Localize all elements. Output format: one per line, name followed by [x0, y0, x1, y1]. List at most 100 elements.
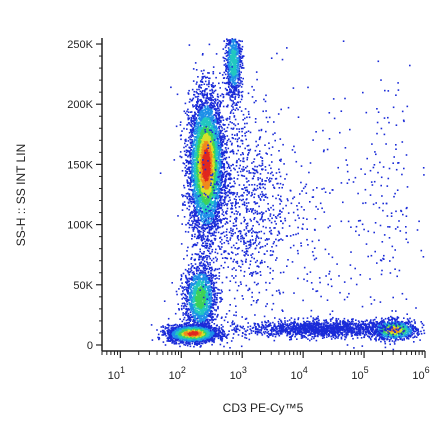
event-point: [192, 134, 194, 137]
event-point: [225, 93, 228, 96]
event-point: [193, 123, 195, 126]
event-point: [193, 172, 196, 175]
event-point: [202, 77, 204, 79]
event-point: [194, 96, 197, 98]
event-point: [207, 172, 210, 174]
event-point: [200, 235, 202, 237]
event-point: [199, 143, 202, 146]
event-point: [211, 89, 213, 92]
event-point: [184, 174, 186, 177]
event-point: [223, 171, 226, 174]
event-point: [200, 192, 202, 194]
event-point: [206, 146, 209, 148]
event-point: [213, 126, 215, 128]
event-point: [208, 80, 210, 82]
event-point: [197, 186, 200, 189]
event-point: [222, 96, 225, 99]
event-point: [205, 94, 208, 96]
event-point: [189, 182, 192, 184]
event-point: [199, 193, 202, 195]
event-point: [227, 266, 229, 268]
event-point: [212, 144, 214, 147]
event-point: [221, 143, 223, 145]
event-point: [213, 169, 215, 172]
event-point: [205, 177, 207, 180]
event-point: [187, 176, 190, 178]
event-point: [205, 97, 207, 99]
event-point: [219, 116, 222, 118]
event-point: [223, 154, 226, 157]
event-point: [190, 149, 193, 151]
event-point: [196, 220, 198, 222]
event-point: [202, 94, 205, 97]
event-point: [225, 156, 228, 159]
event-point: [208, 160, 210, 162]
event-point: [208, 136, 211, 139]
event-point: [181, 130, 183, 132]
event-point: [205, 191, 207, 193]
event-point: [219, 148, 222, 150]
event-point: [190, 134, 193, 136]
event-point: [187, 163, 190, 165]
event-point: [199, 233, 201, 235]
event-point: [190, 131, 193, 133]
event-point: [214, 207, 216, 209]
event-point: [215, 117, 218, 119]
event-point: [202, 200, 205, 203]
event-point: [205, 224, 207, 227]
event-point: [222, 199, 225, 201]
event-point: [201, 226, 203, 228]
event-point: [207, 225, 210, 228]
event-point: [199, 118, 201, 120]
event-point: [212, 71, 215, 73]
event-point: [187, 108, 189, 111]
event-point: [206, 197, 208, 200]
event-point: [223, 128, 226, 130]
event-point: [204, 105, 206, 108]
event-point: [213, 136, 216, 139]
event-point: [216, 157, 219, 160]
event-point: [201, 103, 203, 105]
event-point: [197, 172, 199, 174]
event-point: [198, 229, 201, 232]
event-point: [202, 173, 204, 175]
event-point: [220, 174, 222, 176]
event-point: [188, 136, 190, 139]
event-point: [217, 139, 219, 141]
event-point: [192, 191, 194, 193]
event-point: [196, 144, 198, 147]
event-point: [197, 147, 200, 150]
event-point: [201, 212, 204, 214]
event-point: [225, 149, 228, 151]
event-point: [194, 156, 197, 158]
event-point: [195, 91, 198, 93]
event-point: [198, 169, 201, 171]
event-point: [202, 109, 205, 112]
event-point: [192, 184, 194, 187]
event-point: [213, 230, 216, 233]
event-point: [189, 156, 192, 159]
event-point: [190, 170, 192, 173]
event-point: [222, 186, 224, 189]
event-point: [204, 117, 206, 119]
event-point: [198, 223, 201, 225]
event-point: [199, 99, 201, 101]
event-point: [214, 178, 216, 180]
event-point: [192, 156, 195, 158]
event-point: [212, 102, 215, 105]
event-point: [202, 242, 204, 244]
event-point: [194, 170, 196, 173]
event-point: [214, 167, 216, 169]
event-point: [224, 193, 227, 196]
event-point: [188, 117, 191, 119]
event-point: [210, 127, 212, 129]
event-point: [204, 211, 206, 213]
event-point: [206, 88, 208, 90]
event-point: [222, 162, 224, 165]
event-point: [211, 196, 214, 198]
event-point: [216, 179, 219, 181]
event-point: [215, 142, 218, 145]
event-point: [212, 221, 215, 224]
event-point: [210, 160, 213, 162]
event-point: [223, 186, 225, 188]
